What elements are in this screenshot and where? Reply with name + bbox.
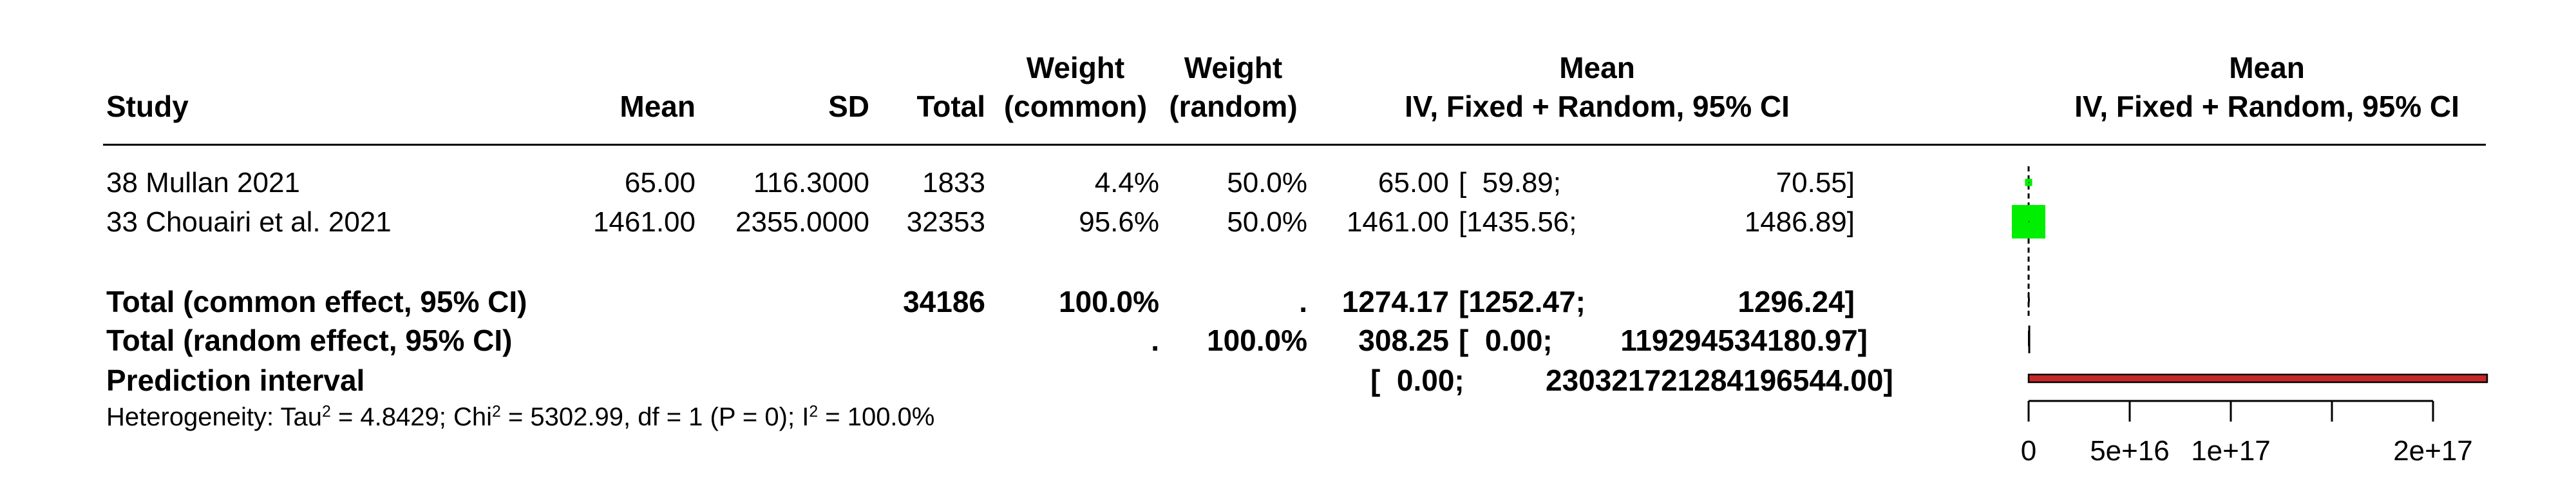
- header-study: Study: [106, 90, 189, 123]
- header-sd: SD: [828, 90, 869, 123]
- study-total: 1833: [922, 167, 985, 199]
- header-plot-line2: IV, Fixed + Random, 95% CI: [2074, 90, 2459, 123]
- prediction-interval-label: Prediction interval: [106, 364, 365, 397]
- header-weight-common-line1: Weight: [1026, 51, 1125, 84]
- study-weight-common: 4.4%: [1094, 167, 1159, 199]
- x-axis-tick-label: 1e+17: [2191, 435, 2271, 467]
- study-sd: 2355.0000: [735, 206, 869, 238]
- common-effect-ci-lower: [1252.47;: [1459, 285, 1586, 318]
- study-sd: 116.3000: [753, 167, 869, 199]
- header-plot-line1: Mean: [2229, 51, 2305, 84]
- study-weight-random: 50.0%: [1227, 206, 1307, 238]
- study-ci-upper: 1486.89]: [1744, 206, 1855, 238]
- study-mean: 1461.00: [592, 206, 696, 238]
- header-ci-line1: Mean: [1559, 51, 1635, 84]
- header-weight-common-line2: (common): [1003, 90, 1148, 123]
- prediction-interval-ci-lower: [ 0.00;: [1370, 364, 1464, 397]
- x-axis-tick-label: 5e+16: [2090, 435, 2170, 467]
- study-ci-upper: 70.55]: [1776, 167, 1855, 199]
- common-effect-weight-common: 100.0%: [1058, 285, 1159, 318]
- header-total: Total: [916, 90, 985, 123]
- study-weight-common: 95.6%: [1079, 206, 1159, 238]
- random-effect-label: Total (random effect, 95% CI): [106, 324, 513, 357]
- x-axis-tick-label: 2e+17: [2393, 435, 2473, 467]
- random-effect-weight-random: 100.0%: [1206, 324, 1307, 357]
- study-mean: 65.00: [624, 167, 696, 199]
- common-effect-ci-estimate: 1274.17: [1341, 285, 1449, 318]
- common-effect-total: 34186: [903, 285, 985, 318]
- study-name: 33 Chouairi et al. 2021: [106, 206, 392, 238]
- study-name: 38 Mullan 2021: [106, 167, 300, 199]
- study-ci-lower: [1435.56;: [1459, 206, 1577, 238]
- header-ci-line2: IV, Fixed + Random, 95% CI: [1405, 90, 1790, 123]
- header-weight-random-line2: (random): [1169, 90, 1298, 123]
- common-effect-weight-random: .: [1299, 285, 1307, 318]
- study-ci-estimate: 65.00: [1378, 167, 1449, 199]
- study-ci-lower: [ 59.89;: [1459, 167, 1562, 199]
- header-rule: [103, 144, 2486, 146]
- x-axis-tick-label: 0: [2021, 435, 2036, 467]
- header-mean: Mean: [620, 90, 696, 123]
- header-weight-random-line1: Weight: [1184, 51, 1283, 84]
- prediction-interval-ci-upper: 230321721284196544.00]: [1546, 364, 1893, 397]
- random-effect-ci-estimate: 308.25: [1358, 324, 1449, 357]
- random-effect-weight-common: .: [1151, 324, 1159, 357]
- random-effect-ci-upper: 119294534180.97]: [1620, 324, 1868, 357]
- prediction-interval-bar: [2027, 373, 2488, 384]
- common-effect-label: Total (common effect, 95% CI): [106, 285, 527, 318]
- common-effect-ci-upper: 1296.24]: [1738, 285, 1855, 318]
- random-effect-ci-lower: [ 0.00;: [1459, 324, 1553, 357]
- study-ci-estimate: 1461.00: [1346, 206, 1449, 238]
- study-weight-random: 50.0%: [1227, 167, 1307, 199]
- study-total: 32353: [906, 206, 985, 238]
- heterogeneity-text: Heterogeneity: Tau2 = 4.8429; Chi2 = 530…: [106, 403, 935, 431]
